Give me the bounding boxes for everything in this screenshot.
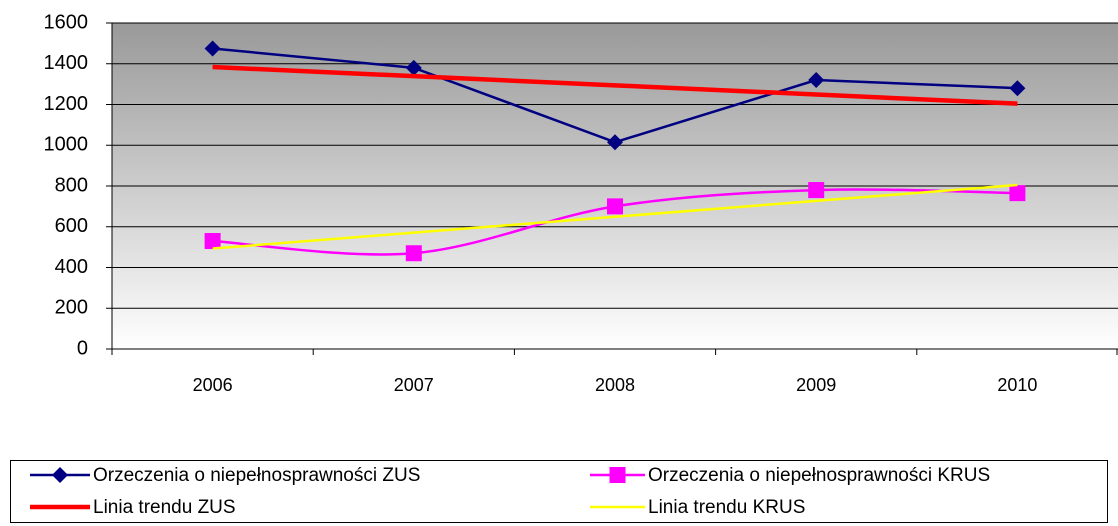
legend-marker bbox=[609, 467, 626, 483]
x-tick-label: 2006 bbox=[193, 375, 233, 395]
y-tick-label: 600 bbox=[55, 215, 88, 237]
legend-label: Linia trendu KRUS bbox=[648, 497, 805, 518]
data-point bbox=[204, 233, 221, 250]
x-tick-label: 2007 bbox=[394, 375, 434, 395]
data-point bbox=[607, 134, 623, 151]
legend-label: Orzeczenia o niepełnosprawności ZUS bbox=[93, 465, 420, 486]
y-tick-label: 200 bbox=[55, 297, 88, 319]
y-tick-label: 800 bbox=[55, 174, 88, 196]
x-tick-label: 2009 bbox=[796, 375, 836, 395]
y-tick-label: 1400 bbox=[44, 52, 89, 74]
data-point bbox=[607, 198, 623, 215]
x-tick-label: 2008 bbox=[595, 375, 635, 395]
legend-box bbox=[10, 460, 1108, 523]
y-tick-label: 1000 bbox=[44, 134, 89, 156]
series-line bbox=[212, 183, 1018, 250]
x-tick-label: 2010 bbox=[997, 375, 1037, 395]
data-point bbox=[808, 72, 825, 89]
y-tick-label: 1200 bbox=[44, 93, 89, 115]
data-point bbox=[405, 245, 422, 262]
data-point bbox=[204, 40, 221, 57]
data-point bbox=[1009, 80, 1026, 97]
data-point bbox=[1009, 185, 1026, 202]
y-tick-label: 400 bbox=[55, 256, 88, 278]
y-tick-label: 0 bbox=[77, 337, 88, 359]
legend-label: Orzeczenia o niepełnosprawności KRUS bbox=[648, 465, 990, 486]
legend-label: Linia trendu ZUS bbox=[93, 497, 236, 518]
y-tick-label: 1600 bbox=[44, 11, 89, 33]
legend-marker bbox=[52, 467, 68, 483]
data-point bbox=[405, 59, 422, 76]
data-point bbox=[808, 182, 825, 199]
series-line bbox=[212, 64, 1018, 106]
